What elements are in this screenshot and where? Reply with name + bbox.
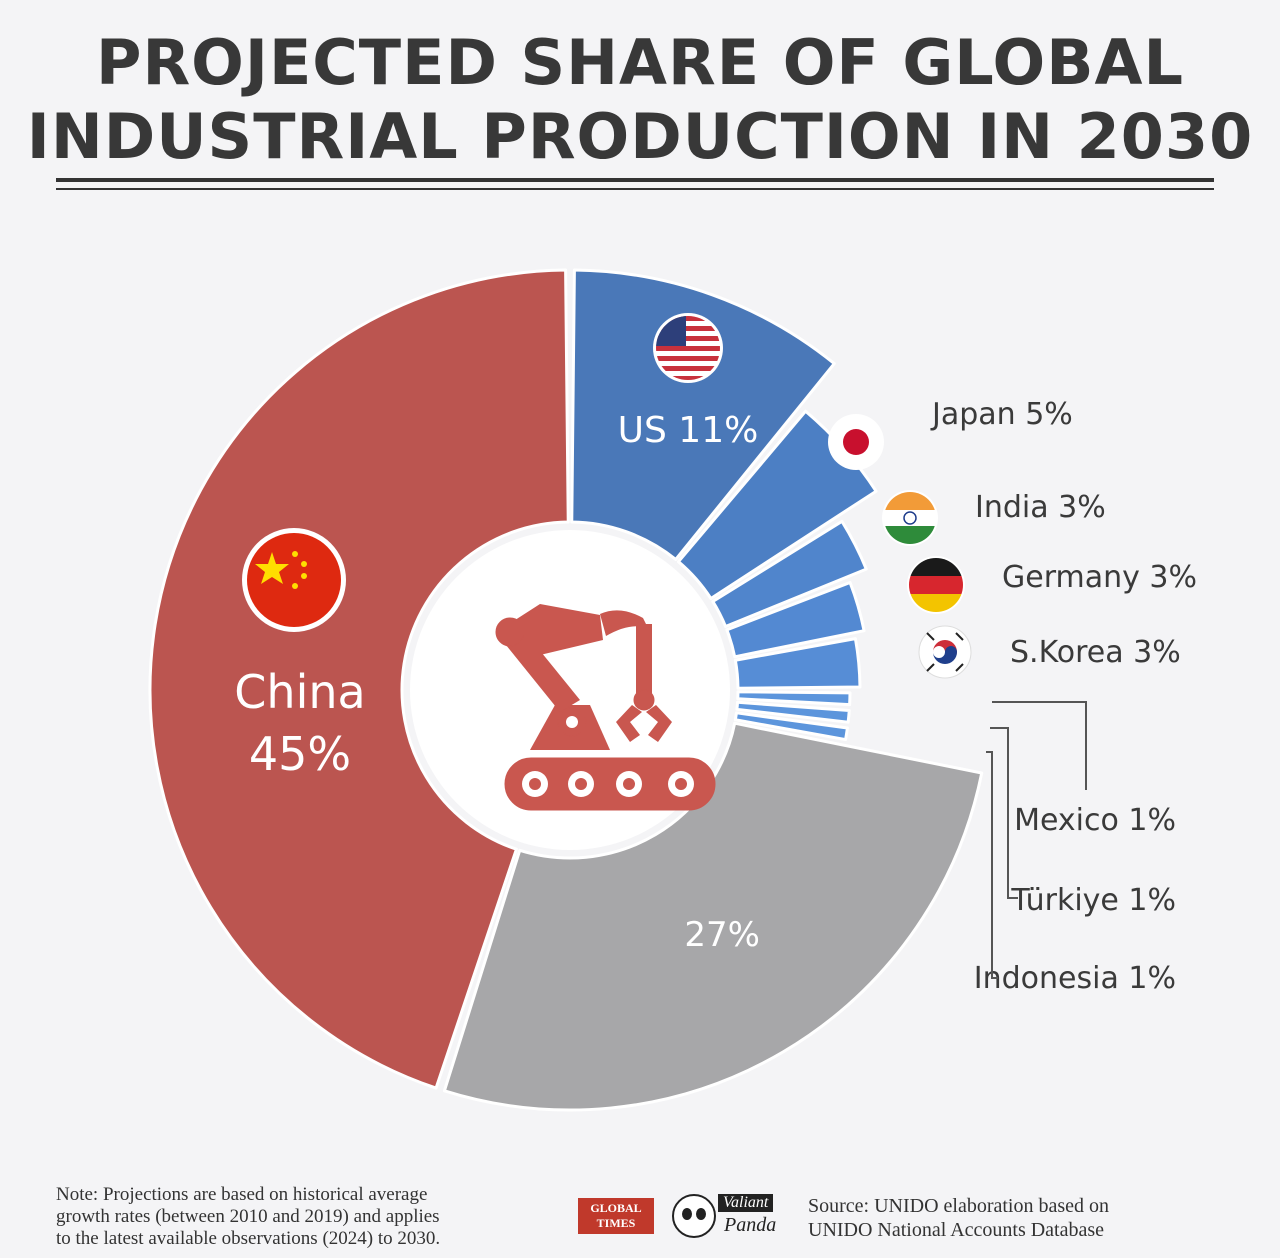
label-turkiye: Türkiye 1% [1010,883,1176,918]
germany-flag [907,556,965,614]
slice-indonesia [733,711,849,742]
slice-germany [725,580,866,659]
pie-chart: US 11% China 45% 27% Japan 5% India 3% G… [148,268,1197,1112]
japan-flag [828,414,884,470]
slice-us [570,268,836,561]
source-line-1: Source: UNIDO elaboration based on [808,1195,1110,1217]
title-divider-thick [56,178,1214,182]
label-india: India 3% [975,490,1106,525]
label-china-value: 45% [249,727,351,781]
chart-title: PROJECTED SHARE OF GLOBAL INDUSTRIAL PRO… [0,26,1280,174]
pie-slices [148,268,984,1112]
india-flag [882,490,938,546]
slice-india [711,519,868,629]
source-note: Source: UNIDO elaboration based on UNIDO… [808,1194,1228,1242]
label-indonesia: Indonesia 1% [974,961,1176,996]
slice-t-rkiye [735,700,851,724]
footnote: Note: Projections are based on historica… [56,1184,556,1250]
footnote-line-1: Note: Projections are based on historica… [56,1184,428,1205]
label-japan: Japan 5% [930,397,1073,432]
leader-line-indonesia [986,751,998,979]
source-line-2: UNIDO National Accounts Database [808,1219,1105,1241]
label-us: US 11% [618,410,759,451]
global-times-logo: GLOBAL TIMES [578,1198,654,1234]
label-germany: Germany 3% [1002,560,1197,595]
leader-line-turkiye [990,727,1018,899]
slice-mexico [736,690,852,707]
china-flag [242,528,346,632]
leader-lines [986,701,1087,979]
title-line-1: PROJECTED SHARE OF GLOBAL [96,26,1184,99]
slice-japan [676,409,878,601]
title-divider-thin [56,188,1214,190]
label-china-name: China [234,665,365,719]
footnote-line-3: to the latest available observations (20… [56,1228,441,1249]
title-line-2: INDUSTRIAL PRODUCTION IN 2030 [26,100,1254,173]
label-mexico: Mexico 1% [1014,803,1176,838]
slice-other [442,721,984,1112]
panda-icon [672,1194,716,1238]
slice-china [148,268,570,1090]
industrial-robot-arm-icon [495,604,716,811]
us-flag [653,313,723,383]
south-korea-flag [918,625,972,679]
label-rest-of-world: 27% [684,915,760,955]
slice-s-korea [733,637,862,690]
valiant-panda-logo: Valiant Panda [672,1192,792,1240]
label-south-korea: S.Korea 3% [1010,635,1181,670]
footnote-line-2: growth rates (between 2010 and 2019) and… [56,1206,440,1227]
leader-line-mexico [992,701,1087,790]
